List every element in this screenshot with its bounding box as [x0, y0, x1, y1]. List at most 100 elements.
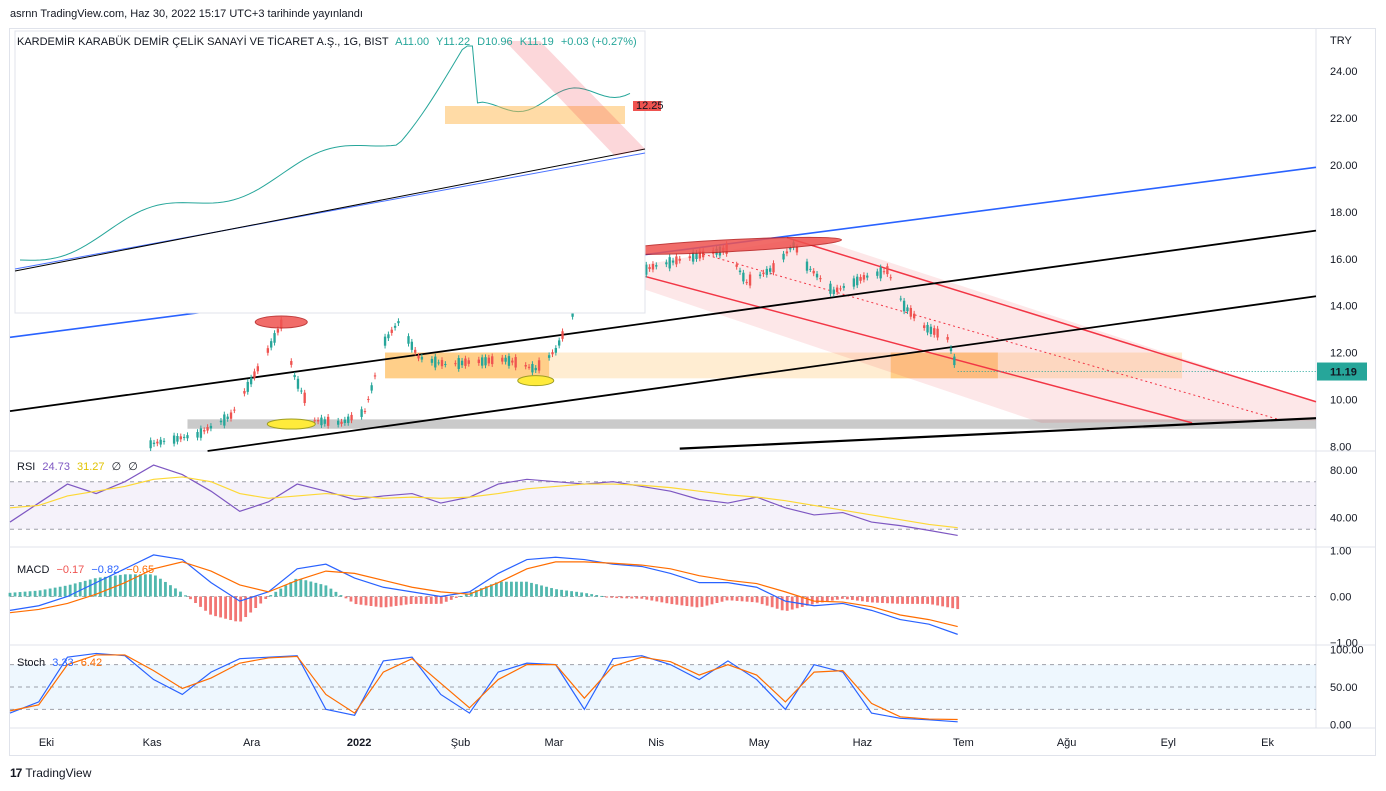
macd-bar [219, 596, 222, 618]
macd-bar [906, 596, 909, 604]
macd-bar [33, 590, 37, 597]
macd-signal-line [9, 561, 958, 628]
candle-body [558, 340, 561, 346]
candle-body [936, 328, 939, 338]
candle-body [270, 341, 273, 348]
macd-bar [665, 596, 669, 604]
candle-body [809, 268, 812, 270]
macd-bar [444, 596, 448, 602]
macd-bar [224, 596, 228, 619]
candle-body [953, 356, 956, 366]
time-axis-label: Ağu [1057, 737, 1077, 749]
candle-body [320, 417, 323, 426]
stoch-tick-label: 0.00 [1330, 719, 1351, 731]
candle-body [457, 358, 460, 369]
macd-bar [229, 596, 233, 621]
macd-bar [941, 596, 945, 607]
macd-bar [815, 596, 819, 604]
candle-body [745, 282, 748, 284]
macd-bar [951, 596, 955, 609]
macd-bar [936, 596, 940, 606]
macd-bar [916, 596, 919, 604]
macd-bar [876, 596, 879, 603]
candle-body [839, 288, 842, 290]
macd-bar [595, 595, 599, 597]
macd-bar [620, 596, 624, 599]
macd-bar [334, 591, 338, 597]
macd-bar [254, 596, 258, 608]
macd-bar [640, 596, 644, 599]
macd-bar [274, 591, 278, 597]
macd-bar [510, 581, 513, 597]
macd-bar [28, 591, 32, 597]
macd-bar [525, 581, 528, 597]
macd-bar [670, 596, 674, 605]
macd-bar [535, 584, 538, 597]
stoch-k-value: 3.33 [52, 657, 74, 669]
candle-body [360, 409, 363, 417]
macd-bar [164, 581, 167, 597]
candle-body [537, 360, 541, 371]
candle-body [511, 360, 514, 363]
candle-body [768, 268, 772, 272]
macd-bar [133, 574, 137, 597]
macd-bar [38, 590, 42, 597]
candle-body [675, 256, 678, 265]
macd-bar [610, 596, 614, 598]
macd-tick-label: −1.00 [1330, 638, 1358, 650]
rsi-legend: RSI 24.73 31.27 ∅ ∅ [17, 460, 142, 473]
candle-body [293, 375, 296, 378]
candle-body [273, 333, 276, 343]
candle-body [172, 435, 176, 444]
macd-bar [805, 596, 809, 606]
macd-bar [866, 596, 869, 602]
macd-bar [349, 596, 353, 602]
macd-bar [685, 596, 689, 607]
candle-body [179, 436, 182, 440]
macd-bar [675, 596, 679, 605]
stoch-name[interactable]: Stoch [17, 657, 46, 669]
candle-body [812, 270, 815, 274]
macd-bar [931, 596, 935, 605]
macd-bar [189, 596, 192, 600]
candle-body [735, 264, 738, 267]
macd-bar [720, 596, 724, 602]
macd-bar [449, 596, 453, 600]
macd-bar [896, 596, 899, 604]
time-axis-label: Ara [243, 737, 261, 749]
macd-bar [825, 596, 829, 602]
chart-frame[interactable] [9, 28, 1376, 756]
time-axis-label: Mar [544, 737, 563, 749]
macd-bar [414, 596, 418, 604]
footer-logo[interactable]: 17 TradingView [10, 766, 91, 780]
price-tick-label: 24.00 [1330, 66, 1358, 78]
candle-body [303, 392, 306, 404]
macd-bar [48, 588, 52, 597]
macd-bar [143, 574, 147, 597]
macd-signal-value: −0.65 [126, 564, 155, 576]
stoch-series-1 [9, 654, 958, 721]
candle-body [789, 247, 792, 250]
candle-body [765, 268, 768, 275]
macd-bar [580, 592, 584, 597]
candle-body [370, 385, 373, 391]
macd-bar [469, 592, 473, 597]
candle-body [876, 271, 879, 276]
low-value: D10.96 [477, 36, 513, 48]
macd-name[interactable]: MACD [17, 564, 50, 576]
macd-bar [921, 596, 924, 604]
macd-bar [735, 596, 739, 601]
macd-bar [600, 595, 604, 597]
macd-bar [8, 592, 12, 597]
candle-body [832, 289, 835, 294]
macd-bar [309, 581, 313, 597]
candle-body [350, 414, 353, 421]
symbol-title[interactable]: KARDEMİR KARABÜK DEMİR ÇELİK SANAYİ VE T… [17, 36, 389, 48]
stoch-tick-label: 100.00 [1330, 645, 1364, 657]
rsi-name[interactable]: RSI [17, 461, 36, 473]
macd-bar [73, 583, 77, 597]
candle-body [889, 277, 892, 279]
macd-bar [299, 578, 303, 597]
macd-bar [239, 596, 243, 622]
